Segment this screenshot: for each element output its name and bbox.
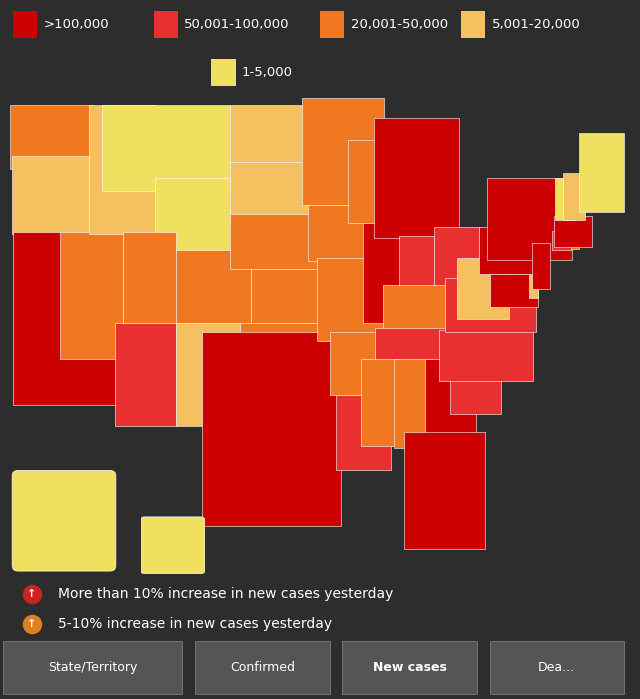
Bar — [563, 173, 585, 219]
Text: ↑: ↑ — [28, 589, 36, 599]
Bar — [12, 157, 97, 234]
Bar — [251, 268, 330, 323]
Text: 5,001-20,000: 5,001-20,000 — [492, 18, 580, 31]
Bar — [374, 118, 460, 238]
Bar — [490, 274, 538, 307]
Bar — [90, 106, 156, 234]
Text: More than 10% increase in new cases yesterday: More than 10% increase in new cases yest… — [58, 587, 393, 601]
FancyBboxPatch shape — [12, 470, 116, 571]
Bar — [211, 59, 236, 87]
Text: 5-10% increase in new cases yesterday: 5-10% increase in new cases yesterday — [58, 617, 332, 631]
Text: State/Territory: State/Territory — [48, 661, 138, 674]
Bar — [115, 323, 177, 426]
Bar — [230, 214, 322, 268]
Bar — [317, 258, 388, 341]
Bar — [555, 178, 575, 219]
Bar — [445, 278, 536, 332]
Text: >100,000: >100,000 — [44, 18, 109, 31]
Bar — [3, 641, 182, 694]
Bar — [394, 359, 433, 448]
Bar — [434, 227, 479, 298]
Bar — [375, 329, 468, 361]
Bar — [461, 11, 485, 38]
Text: 20,001-50,000: 20,001-50,000 — [351, 18, 448, 31]
Bar — [230, 106, 309, 161]
Bar — [302, 99, 384, 206]
Bar — [10, 106, 93, 169]
FancyBboxPatch shape — [141, 517, 205, 573]
Bar — [399, 236, 434, 308]
Bar — [13, 232, 122, 405]
Bar — [425, 359, 476, 442]
Bar — [124, 232, 177, 323]
Bar — [362, 223, 410, 323]
Bar — [383, 285, 465, 332]
Bar — [177, 250, 251, 323]
Bar — [579, 133, 624, 212]
Bar — [330, 332, 383, 396]
Bar — [490, 641, 624, 694]
Bar — [177, 323, 240, 426]
Bar — [230, 161, 310, 223]
Bar — [362, 359, 399, 446]
Bar — [13, 11, 37, 38]
Bar — [479, 227, 541, 274]
Bar — [532, 243, 550, 289]
Bar — [156, 178, 230, 252]
Text: Confirmed: Confirmed — [230, 661, 295, 674]
Bar — [529, 272, 538, 298]
Bar — [450, 356, 500, 414]
Text: Dea...: Dea... — [538, 661, 575, 674]
Text: New cases: New cases — [372, 661, 447, 674]
Bar — [439, 330, 532, 381]
Bar — [308, 206, 378, 261]
Text: 50,001-100,000: 50,001-100,000 — [184, 18, 290, 31]
Bar — [571, 232, 579, 249]
Bar — [342, 641, 477, 694]
Bar — [202, 332, 341, 526]
Bar — [320, 11, 344, 38]
Bar — [154, 11, 178, 38]
Bar — [404, 432, 484, 549]
Text: ↑: ↑ — [28, 619, 36, 629]
Bar — [487, 178, 572, 259]
Bar — [552, 231, 572, 250]
Bar — [195, 641, 330, 694]
Bar — [554, 216, 592, 247]
Bar — [457, 258, 509, 319]
Bar — [240, 323, 332, 384]
Bar — [348, 140, 413, 223]
Bar — [336, 396, 391, 470]
Bar — [102, 106, 230, 191]
Bar — [60, 232, 124, 359]
Text: 1-5,000: 1-5,000 — [242, 66, 293, 79]
